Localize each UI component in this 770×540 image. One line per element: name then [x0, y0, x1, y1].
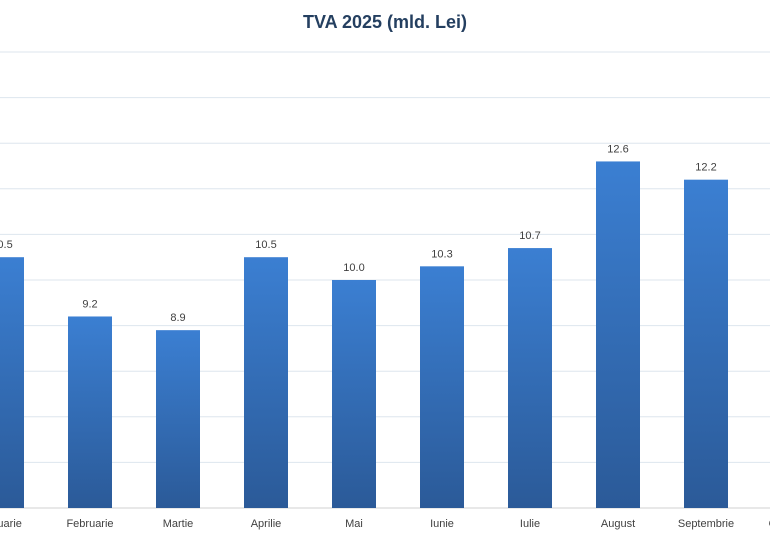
x-tick-label: Octombrie — [769, 518, 770, 530]
data-label: 10.3 — [431, 248, 452, 260]
bar — [0, 257, 24, 508]
x-tick-label: Aprilie — [251, 518, 282, 530]
x-tick-label: Septembrie — [678, 518, 734, 530]
x-tick-label: August — [601, 518, 635, 530]
bar — [68, 316, 112, 508]
data-label: 12.6 — [607, 143, 628, 155]
x-tick-label: Mai — [345, 518, 363, 530]
bar — [508, 248, 552, 508]
bar — [332, 280, 376, 508]
data-label: 10.5 — [0, 239, 13, 251]
data-label: 8.9 — [170, 312, 185, 324]
x-tick-label: Martie — [163, 518, 194, 530]
chart-title: TVA 2025 (mld. Lei) — [302, 12, 468, 32]
x-tick-label: Iulie — [520, 518, 540, 530]
x-tick-label: Iunie — [430, 518, 454, 530]
bar — [596, 161, 640, 508]
x-tick-label: Februarie — [66, 518, 113, 530]
data-label: 9.2 — [82, 298, 97, 310]
x-tick-label: Ianuarie — [0, 518, 22, 530]
bar — [420, 266, 464, 508]
bar — [156, 330, 200, 508]
bar — [684, 179, 728, 508]
data-label: 10.5 — [255, 239, 276, 251]
bar — [244, 257, 288, 508]
data-label: 10.0 — [343, 262, 364, 274]
data-label: 10.7 — [519, 230, 540, 242]
data-label: 12.2 — [695, 162, 716, 174]
